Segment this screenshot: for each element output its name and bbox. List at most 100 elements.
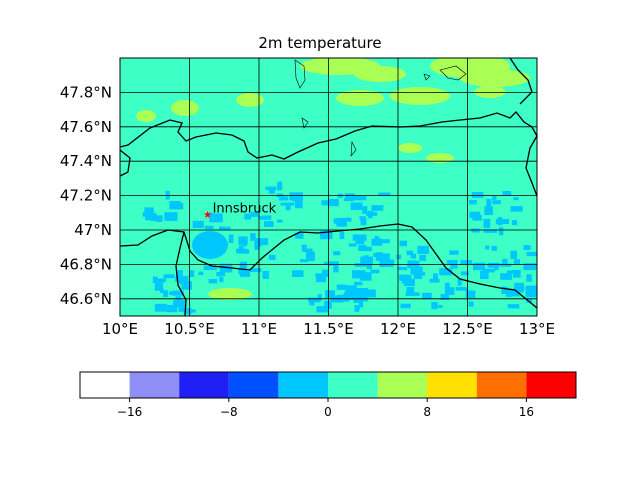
northeast-border-line: [509, 58, 533, 105]
cool-patch: [285, 203, 291, 211]
cool-patch: [192, 231, 228, 259]
cool-patch: [378, 253, 390, 262]
cool-patch: [366, 212, 378, 216]
latitude-axis: 46.6°N 46.8°N 47°N 47.2°N 47.4°N 47.6°N 47.8°N: [60, 83, 112, 307]
cool-patch: [469, 199, 477, 205]
cool-patch: [354, 263, 368, 267]
northern-border-line: [120, 111, 537, 160]
lake-outline: [294, 59, 306, 89]
cool-patch: [150, 216, 162, 221]
colorbar: −16 −8 0 8 16: [79, 371, 577, 419]
colorbar-tick-label: −16: [117, 405, 142, 419]
cool-patch: [439, 268, 453, 276]
cool-patch: [256, 238, 268, 245]
cool-patch: [362, 206, 368, 214]
cool-patch: [510, 250, 517, 259]
cool-patch: [413, 272, 425, 276]
cool-patch: [407, 260, 417, 267]
cool-patch: [268, 188, 275, 194]
cool-patch: [328, 198, 339, 207]
cool-patch: [397, 266, 408, 271]
cool-patch: [345, 193, 355, 201]
cool-patch: [309, 302, 315, 306]
longitude-tick-label: 13°E: [519, 320, 555, 338]
colorbar-tick-label: 0: [324, 405, 332, 419]
cool-patch: [208, 212, 214, 216]
cool-patch: [360, 217, 367, 226]
latitude-tick-label: 47.8°N: [60, 83, 112, 101]
cool-patch: [501, 286, 508, 294]
cool-patch: [142, 212, 155, 217]
map-gridlines: [120, 58, 537, 316]
cool-patch: [350, 202, 363, 210]
eastern-border-line: [525, 135, 537, 197]
cool-patch: [306, 251, 314, 260]
cool-patch: [359, 272, 372, 281]
border-lines: [120, 58, 537, 316]
cool-patch: [379, 259, 393, 267]
cool-patch: [364, 246, 372, 252]
cool-patch: [154, 303, 167, 312]
cool-patch: [277, 181, 283, 191]
lake-outline: [301, 117, 309, 129]
cool-patch: [499, 227, 504, 236]
cool-patch: [431, 301, 438, 310]
cool-patch: [512, 220, 517, 226]
cool-patch: [525, 292, 537, 298]
cool-patch: [485, 245, 490, 250]
cool-patch: [254, 240, 260, 250]
cool-patch: [480, 270, 489, 280]
cool-patch: [483, 229, 497, 233]
colorbar-segment: [328, 372, 378, 398]
colorbar-segments: [80, 372, 576, 398]
cool-patch: [316, 273, 326, 283]
cool-patch: [216, 271, 225, 277]
cool-patch: [219, 226, 231, 231]
latitude-tick-label: 46.8°N: [60, 255, 112, 273]
cool-patch: [244, 213, 252, 220]
map-title: 2m temperature: [258, 34, 382, 52]
cool-patch: [262, 270, 269, 279]
cool-patch: [345, 285, 357, 294]
cool-patch: [189, 270, 195, 277]
cool-patch: [325, 290, 335, 299]
cool-patch: [236, 248, 247, 254]
cool-patch: [360, 256, 374, 264]
longitude-tick-label: 11°E: [241, 320, 277, 338]
western-border-line: [175, 231, 187, 316]
cool-patch: [322, 269, 329, 277]
cool-patch: [455, 287, 468, 291]
cool-patch: [471, 191, 484, 198]
lake-outline: [439, 65, 467, 81]
cool-patch: [523, 263, 537, 271]
longitude-tick-label: 12.5°E: [442, 320, 492, 338]
longitude-tick-label: 10°E: [102, 320, 138, 338]
cool-patch: [302, 248, 313, 252]
cool-patch: [492, 200, 501, 205]
cool-patch: [373, 253, 379, 257]
cool-patch: [348, 243, 357, 247]
cool-patch: [429, 278, 440, 283]
cool-patch: [238, 236, 248, 245]
cool-patch: [179, 276, 185, 285]
colorbar-segment: [228, 372, 279, 398]
warm-patch: [336, 90, 384, 106]
longitude-tick-label: 11.5°E: [303, 320, 353, 338]
cool-patch: [510, 206, 523, 212]
warm-patch: [460, 69, 530, 87]
latitude-tick-label: 47.6°N: [60, 118, 112, 136]
cool-patch: [181, 281, 192, 290]
cool-patch: [308, 297, 321, 303]
cool-patch: [405, 292, 420, 296]
cool-patch: [414, 264, 420, 271]
latitude-tick-label: 46.6°N: [60, 290, 112, 308]
cool-patch: [324, 300, 332, 309]
colorbar-segment: [278, 372, 328, 398]
cool-patch: [239, 261, 248, 271]
cool-patch: [324, 261, 332, 265]
cool-patch: [471, 228, 480, 233]
cool-patch: [514, 282, 524, 292]
cool-patch: [500, 273, 512, 280]
warm-patch: [398, 143, 422, 153]
colorbar-segment: [476, 372, 527, 398]
